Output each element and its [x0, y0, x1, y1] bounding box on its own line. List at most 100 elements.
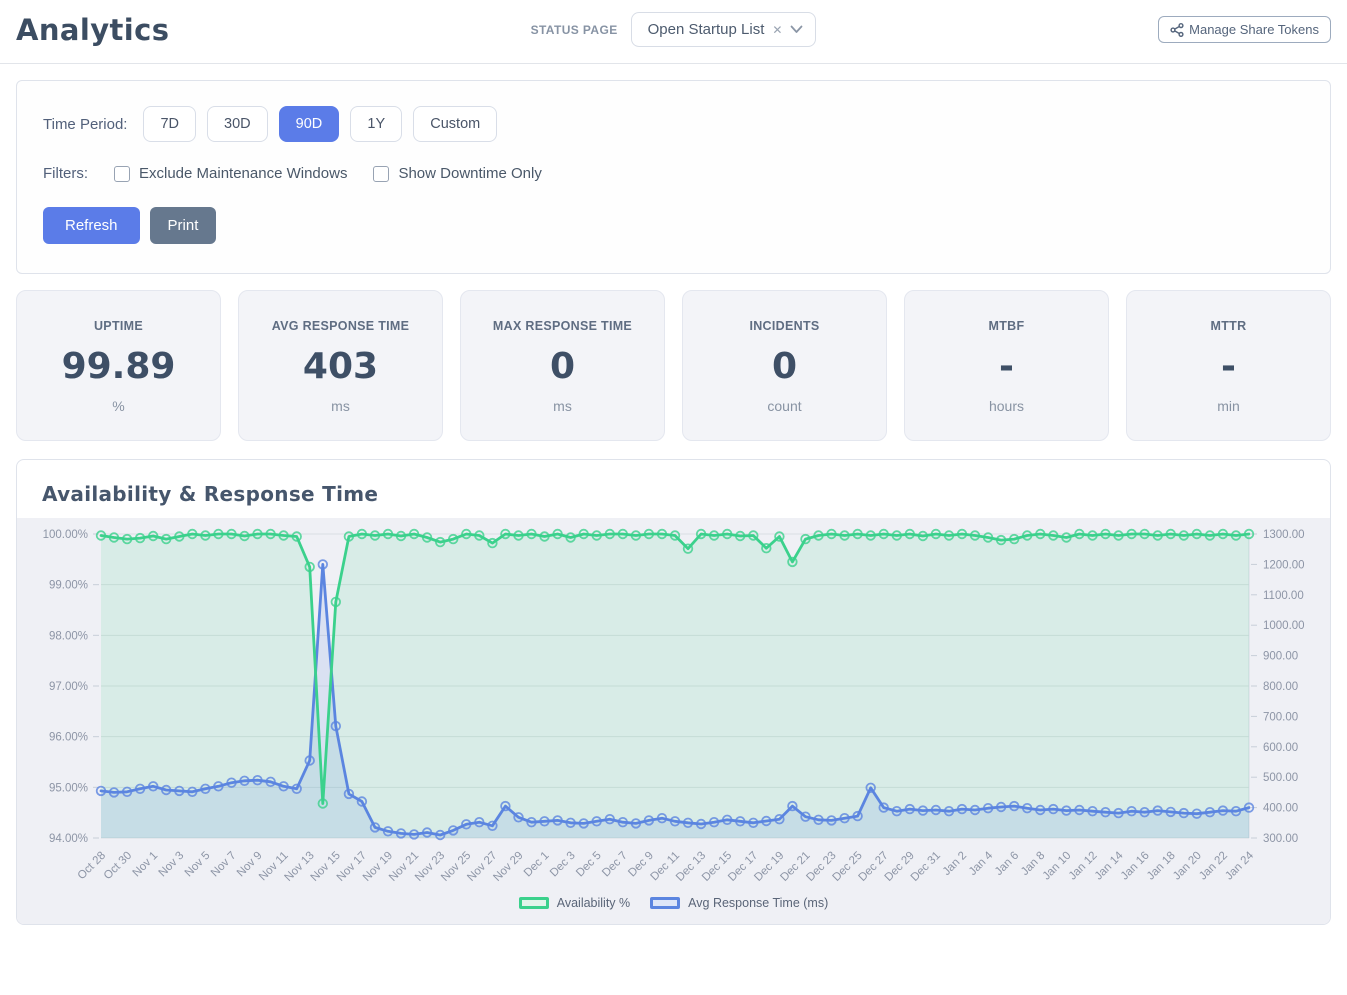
stat-value: 99.89	[61, 346, 176, 387]
clear-selection-icon[interactable]: ✕	[772, 22, 783, 37]
svg-text:Dec 3: Dec 3	[548, 850, 578, 880]
stat-card-incidents: INCIDENTS 0 count	[682, 290, 887, 441]
svg-text:Dec 5: Dec 5	[574, 850, 604, 880]
svg-text:Nov 1: Nov 1	[131, 850, 161, 880]
svg-text:Oct 28: Oct 28	[76, 850, 108, 882]
availability-response-chart: 100.00% 99.00% 98.00% 97.00% 96.00% 95.00% 94.…	[43, 528, 1305, 884]
time-period-row: Time Period: 7D 30D 90D 1Y Custom	[43, 106, 1304, 142]
svg-text:98.00%: 98.00%	[49, 630, 88, 642]
stat-unit: %	[112, 398, 125, 414]
svg-text:Jan 20: Jan 20	[1171, 850, 1204, 883]
time-period-button-90d[interactable]: 90D	[278, 106, 340, 142]
stat-value: -	[999, 346, 1014, 387]
stat-unit: ms	[553, 398, 572, 414]
chevron-down-icon	[791, 25, 803, 33]
svg-text:Jan 4: Jan 4	[967, 849, 996, 878]
stat-label: MAX RESPONSE TIME	[492, 319, 633, 333]
stat-unit: hours	[988, 398, 1025, 414]
svg-text:Jan 16: Jan 16	[1119, 850, 1152, 883]
stat-unit: min	[1217, 398, 1240, 414]
svg-text:Nov 29: Nov 29	[491, 850, 525, 884]
stat-label: INCIDENTS	[749, 319, 820, 333]
svg-text:1100.00: 1100.00	[1263, 590, 1304, 602]
header-right: Manage Share Tokens	[816, 16, 1331, 43]
stat-label: UPTIME	[93, 319, 144, 333]
legend-swatch-icon	[650, 897, 681, 909]
svg-text:100.00%: 100.00%	[43, 529, 88, 541]
svg-text:Jan 24: Jan 24	[1223, 849, 1256, 882]
stat-card-max-response-time: MAX RESPONSE TIME 0 ms	[460, 290, 665, 441]
chart-title: Availability & Response Time	[42, 482, 379, 506]
filter-checkbox-label: Exclude Maintenance Windows	[139, 165, 348, 182]
svg-text:1300.00: 1300.00	[1263, 529, 1305, 541]
svg-text:Jan 10: Jan 10	[1041, 850, 1074, 883]
svg-text:99.00%: 99.00%	[49, 580, 88, 592]
svg-text:1200.00: 1200.00	[1263, 559, 1305, 571]
stat-label: AVG RESPONSE TIME	[271, 319, 410, 333]
time-period-button-1y[interactable]: 1Y	[350, 106, 403, 142]
svg-text:97.00%: 97.00%	[49, 681, 88, 693]
time-period-label: Time Period:	[43, 115, 128, 133]
stat-value: 0	[771, 346, 798, 387]
stat-card-avg-response-time: AVG RESPONSE TIME 403 ms	[238, 290, 443, 441]
legend-item-avg-response-time-ms[interactable]: Avg Response Time (ms)	[650, 896, 828, 910]
stat-value: -	[1221, 346, 1236, 387]
stat-label: MTBF	[988, 319, 1025, 333]
filters-label: Filters:	[43, 165, 88, 182]
svg-text:900.00: 900.00	[1263, 651, 1298, 663]
svg-text:Dec 1: Dec 1	[522, 850, 552, 880]
filters-row: Filters: Exclude Maintenance Windows Show…	[43, 165, 1304, 182]
svg-text:1000.00: 1000.00	[1263, 620, 1305, 632]
status-page-group: STATUS PAGE Open Startup List ✕	[531, 12, 817, 47]
page-title: Analytics	[16, 12, 170, 47]
svg-text:600.00: 600.00	[1263, 742, 1298, 754]
time-period-buttons: 7D 30D 90D 1Y Custom	[143, 106, 498, 142]
stat-unit: count	[767, 398, 802, 414]
stat-unit: ms	[331, 398, 350, 414]
app-header: Analytics STATUS PAGE Open Startup List …	[0, 0, 1347, 64]
share-icon	[1170, 22, 1184, 37]
checkbox-icon[interactable]	[114, 165, 130, 182]
svg-text:300.00: 300.00	[1263, 833, 1298, 845]
status-page-selected-value: Open Startup List	[647, 21, 765, 38]
legend-item-availability[interactable]: Availability %	[518, 896, 630, 910]
time-period-button-30d[interactable]: 30D	[207, 106, 268, 142]
stat-card-mttr: MTTR - min	[1126, 290, 1331, 441]
stat-value: 0	[549, 346, 576, 387]
svg-text:Jan 6: Jan 6	[993, 850, 1021, 878]
status-page-select[interactable]: Open Startup List ✕	[630, 12, 817, 47]
svg-text:Jan 22: Jan 22	[1197, 850, 1230, 883]
stat-value: 403	[302, 346, 379, 387]
svg-text:96.00%: 96.00%	[49, 732, 88, 744]
svg-text:Oct 30: Oct 30	[102, 850, 134, 882]
manage-share-tokens-button[interactable]: Manage Share Tokens	[1158, 16, 1331, 43]
stats-row: UPTIME 99.89% AVG RESPONSE TIME 403 ms MAX RE…	[16, 290, 1331, 441]
filter-checkbox-exclude-maintenance-windows[interactable]: Exclude Maintenance Windows	[114, 165, 347, 182]
svg-text:700.00: 700.00	[1263, 711, 1298, 723]
stat-label: MTTR	[1210, 319, 1247, 333]
svg-text:800.00: 800.00	[1263, 681, 1298, 693]
svg-text:Nov 3: Nov 3	[157, 850, 187, 880]
print-button[interactable]: Print	[149, 207, 217, 244]
legend-swatch-icon	[518, 897, 549, 909]
time-period-button-custom[interactable]: Custom	[413, 106, 498, 142]
status-page-label: STATUS PAGE	[530, 22, 618, 37]
svg-text:Dec 7: Dec 7	[600, 850, 630, 880]
time-period-button-7d[interactable]: 7D	[143, 106, 197, 142]
legend-label: Avg Response Time (ms)	[688, 896, 829, 910]
svg-text:Dec 31: Dec 31	[909, 850, 943, 884]
svg-text:500.00: 500.00	[1263, 772, 1298, 784]
svg-text:Jan 18: Jan 18	[1145, 850, 1178, 883]
svg-text:95.00%: 95.00%	[49, 782, 88, 794]
refresh-button[interactable]: Refresh	[43, 207, 140, 244]
svg-text:Nov 5: Nov 5	[183, 850, 213, 880]
svg-text:94.00%: 94.00%	[49, 833, 88, 845]
filter-checkboxes: Exclude Maintenance Windows Show Downtime…	[114, 165, 542, 182]
manage-share-tokens-label: Manage Share Tokens	[1189, 22, 1319, 37]
actions-row: Refresh Print	[43, 207, 1304, 244]
svg-text:400.00: 400.00	[1263, 803, 1298, 815]
filter-checkbox-show-downtime-only[interactable]: Show Downtime Only	[373, 165, 542, 182]
filter-checkbox-label: Show Downtime Only	[398, 165, 542, 182]
chart-legend: Availability % Avg Response Time (ms)	[17, 896, 1330, 910]
checkbox-icon[interactable]	[373, 165, 390, 182]
